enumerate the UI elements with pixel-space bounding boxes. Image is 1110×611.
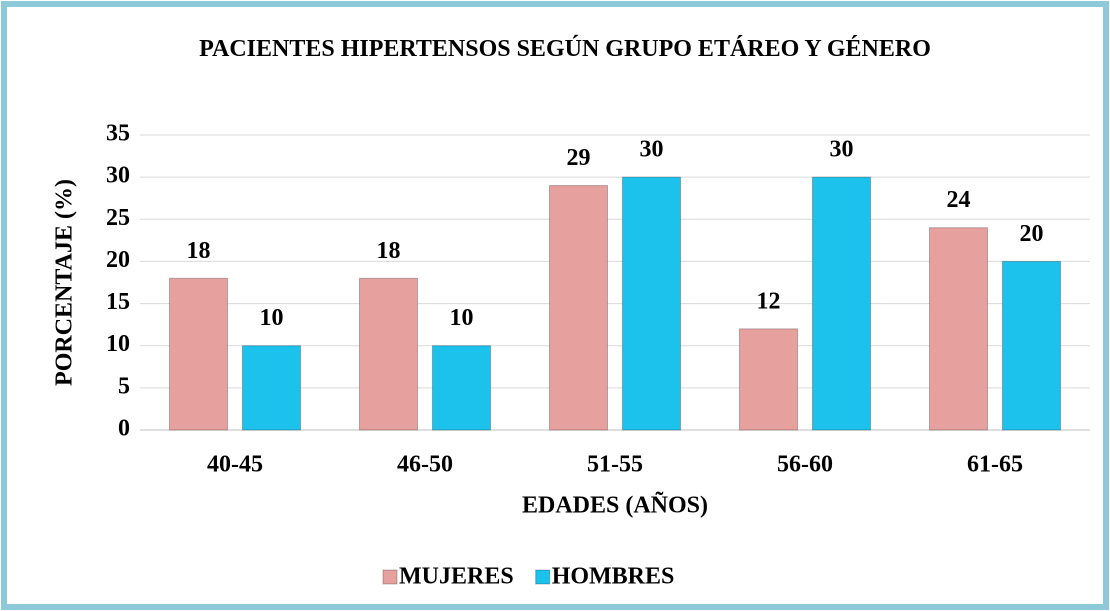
data-label: 10: [450, 305, 474, 331]
data-label: 30: [830, 137, 854, 163]
chart-title: PACIENTES HIPERTENSOS SEGÚN GRUPO ETÁREO…: [199, 36, 931, 62]
x-tick-label: 51-55: [587, 452, 643, 478]
y-tick-label: 5: [118, 373, 130, 399]
data-label: 29: [567, 145, 591, 171]
y-tick-label: 0: [118, 416, 130, 442]
x-tick-label: 56-60: [777, 452, 833, 478]
legend-swatch: [535, 569, 551, 585]
y-tick-label: 30: [106, 163, 130, 189]
x-tick-label: 40-45: [207, 452, 263, 478]
y-tick-label: 10: [106, 331, 130, 357]
y-tick-label: 35: [106, 121, 130, 147]
bar: [739, 328, 798, 431]
data-label: 18: [377, 238, 401, 264]
x-tick-label: 46-50: [397, 452, 453, 478]
legend-label: HOMBRES: [552, 564, 675, 590]
bar: [169, 277, 228, 431]
x-axis-label: EDADES (AÑOS): [522, 493, 708, 519]
x-tick-label: 61-65: [967, 452, 1023, 478]
data-label: 30: [640, 137, 664, 163]
y-axis-label: PORCENTAJE (%): [52, 179, 78, 386]
data-label: 24: [947, 187, 971, 213]
data-label: 20: [1020, 221, 1044, 247]
y-tick-label: 25: [106, 205, 130, 231]
bar: [432, 345, 491, 431]
legend-label: MUJERES: [399, 564, 514, 590]
bar: [622, 176, 681, 431]
bar: [1002, 260, 1061, 431]
bar: [929, 227, 988, 431]
y-tick-label: 20: [106, 247, 130, 273]
data-label: 10: [260, 305, 284, 331]
bar: [359, 277, 418, 431]
legend-swatch: [382, 569, 398, 585]
data-label: 18: [187, 238, 211, 264]
bar: [242, 345, 301, 431]
bar: [812, 176, 871, 431]
data-label: 12: [757, 288, 781, 314]
bar: [549, 185, 608, 431]
y-tick-label: 15: [106, 289, 130, 315]
